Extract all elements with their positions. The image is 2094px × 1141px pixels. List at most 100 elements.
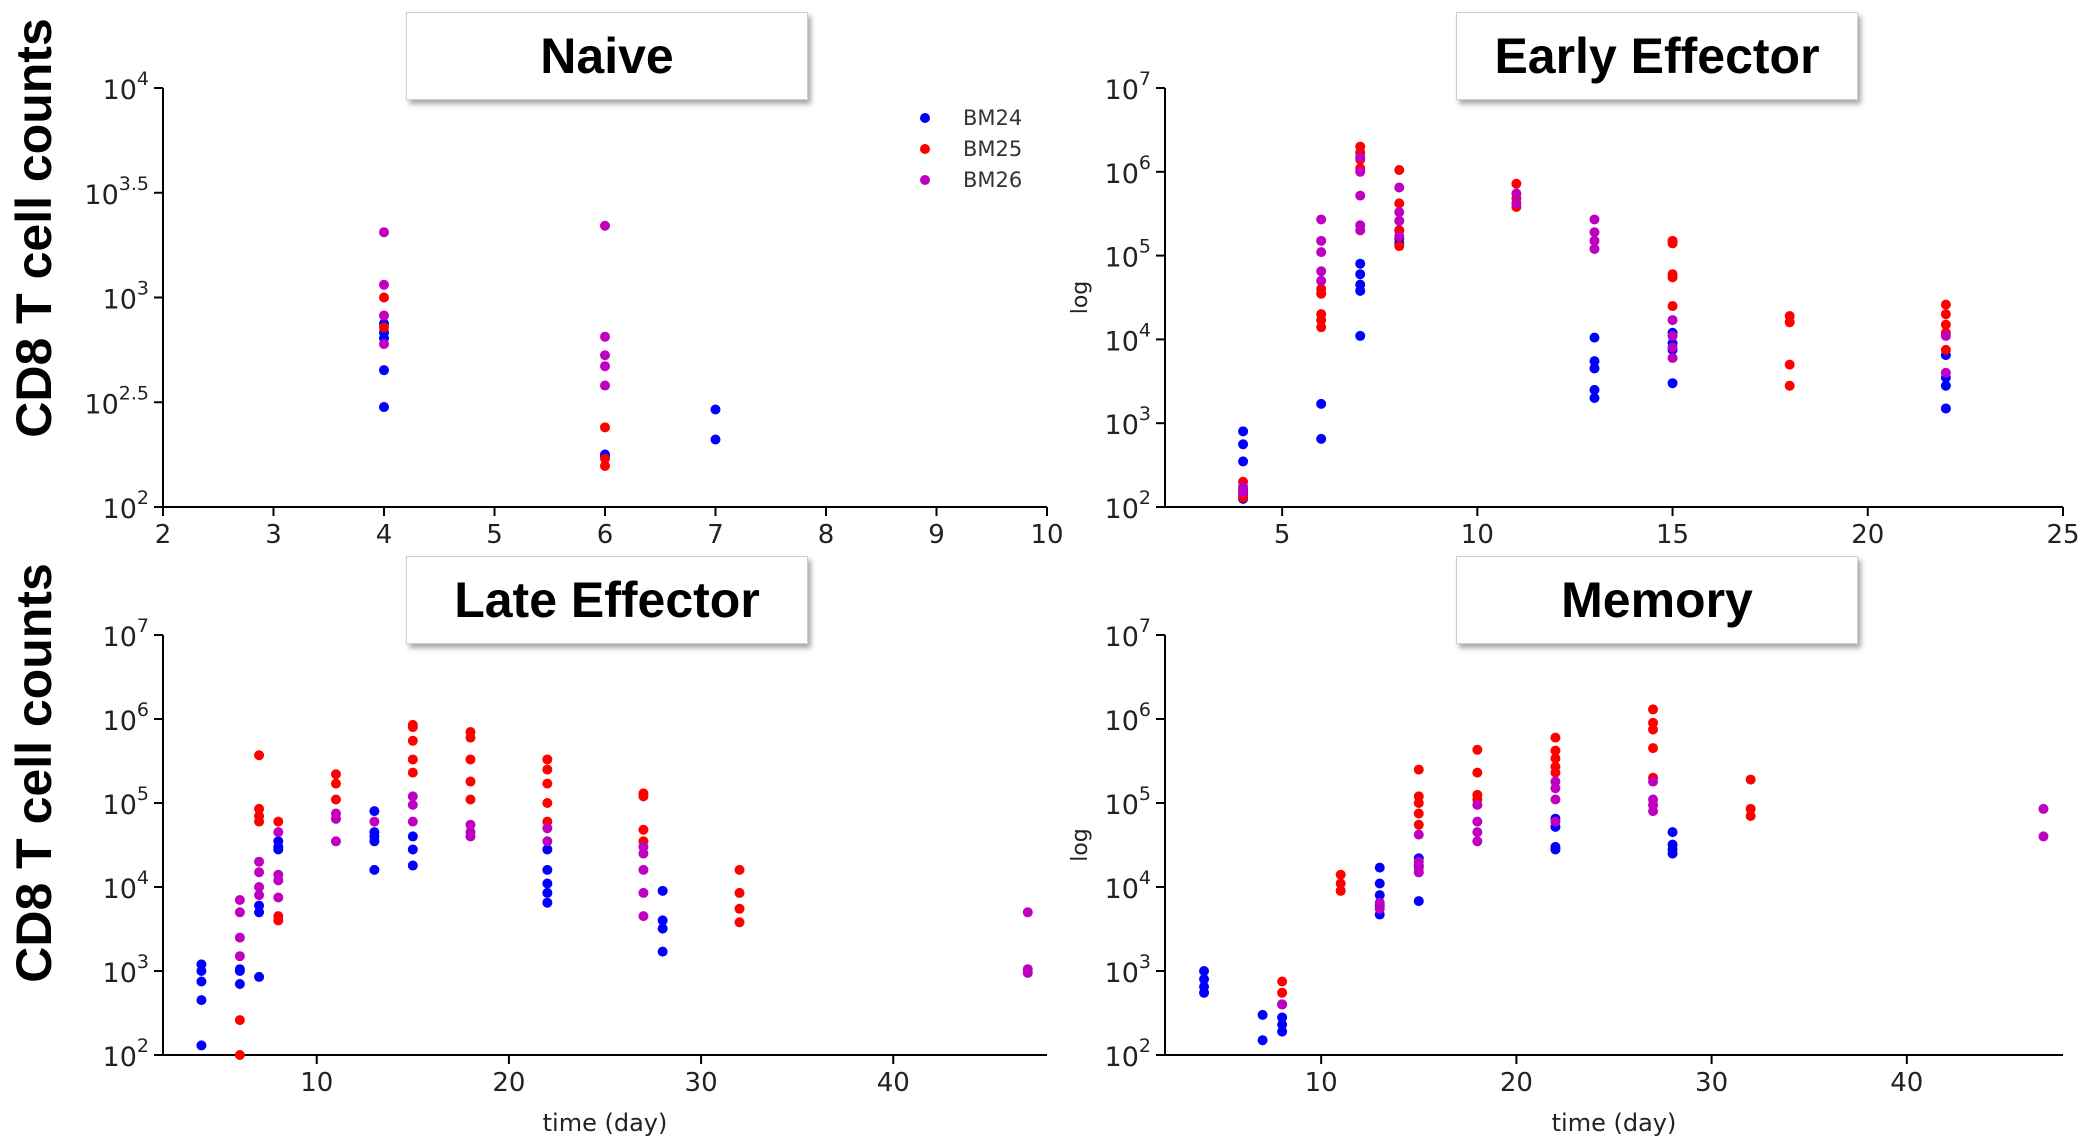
y-tick-label: 104 — [103, 867, 149, 905]
data-point-bm26 — [600, 331, 610, 342]
data-point-bm24 — [254, 907, 265, 918]
data-point-bm24 — [1355, 285, 1366, 296]
x-tick-label: 10 — [1030, 520, 1063, 550]
data-point-bm26 — [379, 338, 389, 349]
data-point-bm26 — [379, 279, 389, 290]
y-tick-label: 103 — [1105, 403, 1151, 441]
y-axis-label: log — [1068, 828, 1093, 862]
data-point-bm24 — [657, 885, 668, 896]
data-point-bm24 — [1238, 439, 1249, 450]
data-point-bm26 — [273, 875, 284, 886]
y-tick-label: 103 — [103, 951, 149, 989]
data-point-bm24 — [234, 966, 245, 976]
data-point-bm24 — [1316, 433, 1327, 444]
data-point-bm25 — [465, 754, 476, 765]
data-point-bm25 — [407, 722, 418, 733]
data-point-bm24 — [657, 946, 668, 957]
data-point-bm26 — [1940, 367, 1951, 378]
data-point-bm26 — [330, 836, 341, 847]
y-tick-label: 106 — [1105, 699, 1151, 737]
data-point-bm24 — [196, 995, 207, 1006]
data-point-bm26 — [1648, 776, 1659, 787]
x-tick-label: 10 — [1461, 520, 1494, 550]
x-tick-label: 20 — [1500, 1068, 1533, 1098]
data-point-bm26 — [1648, 806, 1659, 817]
data-point-bm26 — [273, 892, 284, 903]
data-point-bm26 — [1316, 275, 1327, 286]
panel-title-early-effector: Early Effector — [1456, 12, 1858, 100]
data-point-bm25 — [254, 750, 265, 761]
data-point-bm25 — [1648, 704, 1659, 715]
x-tick-label: 30 — [1695, 1068, 1728, 1098]
y-tick-label: 102 — [103, 1035, 149, 1073]
data-point-bm24 — [542, 864, 553, 875]
data-point-bm26 — [542, 823, 553, 834]
data-point-bm25 — [600, 460, 610, 471]
data-point-bm24 — [657, 915, 668, 926]
data-point-bm26 — [465, 831, 476, 842]
data-point-bm26 — [254, 882, 265, 892]
y-tick-label: 103 — [1105, 951, 1151, 989]
data-point-bm25 — [379, 322, 389, 333]
data-point-bm25 — [1550, 753, 1561, 764]
data-point-bm26 — [1238, 487, 1249, 498]
y-tick-label: 102 — [1105, 1035, 1151, 1073]
data-point-bm25 — [542, 778, 553, 789]
data-point-bm24 — [196, 976, 207, 987]
panel-title-memory: Memory — [1456, 556, 1858, 644]
data-point-bm25 — [1550, 732, 1561, 743]
data-point-bm26 — [407, 816, 418, 827]
data-point-bm25 — [330, 778, 341, 789]
data-point-bm26 — [1472, 836, 1483, 847]
y-tick-label: 104 — [1105, 867, 1151, 905]
data-point-bm26 — [1022, 967, 1033, 978]
y-tick-label: 107 — [1105, 615, 1151, 653]
data-point-bm26 — [1413, 829, 1424, 840]
data-point-bm26 — [1394, 215, 1405, 226]
data-point-bm26 — [1394, 182, 1405, 193]
x-tick-label: 20 — [492, 1068, 525, 1098]
data-point-bm26 — [1511, 198, 1522, 209]
x-tick-label: 30 — [685, 1068, 718, 1098]
x-tick-label: 2 — [155, 520, 172, 550]
data-point-bm25 — [1394, 241, 1405, 252]
data-point-bm26 — [638, 911, 649, 922]
data-point-bm26 — [600, 220, 610, 231]
data-point-bm26 — [600, 361, 610, 372]
data-point-bm24 — [369, 806, 380, 817]
data-point-bm26 — [254, 856, 265, 867]
chart-panel-2: 10 20 30 40 102 103 104 105 106 107 time (day) — [103, 615, 1047, 1137]
data-point-bm24 — [1374, 878, 1385, 889]
data-point-bm25 — [1550, 745, 1561, 756]
data-point-bm26 — [1316, 235, 1327, 246]
data-point-bm26 — [1316, 214, 1327, 225]
data-point-bm26 — [254, 890, 265, 901]
x-tick-label: 40 — [877, 1068, 910, 1098]
data-point-bm24 — [1940, 380, 1951, 391]
data-point-bm25 — [1335, 885, 1346, 896]
data-point-bm24 — [1589, 392, 1600, 403]
data-point-bm24 — [407, 860, 418, 871]
data-point-bm25 — [1394, 165, 1405, 176]
data-point-bm24 — [196, 966, 207, 976]
data-point-bm25 — [1511, 178, 1522, 189]
data-point-bm26 — [234, 951, 245, 962]
data-point-bm26 — [330, 813, 341, 824]
x-tick-label: 4 — [376, 520, 393, 550]
data-point-bm26 — [234, 932, 245, 943]
data-point-bm24 — [1374, 862, 1385, 873]
data-point-bm25 — [1667, 238, 1678, 249]
data-point-bm25 — [1472, 767, 1483, 778]
data-point-bm25 — [379, 292, 389, 303]
data-point-bm24 — [1355, 269, 1366, 280]
data-point-bm25 — [734, 887, 745, 898]
data-point-bm25 — [542, 754, 553, 765]
data-point-bm26 — [1511, 188, 1522, 199]
data-point-bm25 — [1648, 724, 1659, 735]
data-point-bm26 — [1355, 166, 1366, 177]
data-point-bm26 — [379, 310, 389, 321]
y-tick-label: 106 — [1105, 152, 1151, 190]
data-point-bm25 — [638, 791, 649, 802]
data-point-bm25 — [734, 903, 745, 914]
data-point-bm26 — [234, 895, 245, 906]
